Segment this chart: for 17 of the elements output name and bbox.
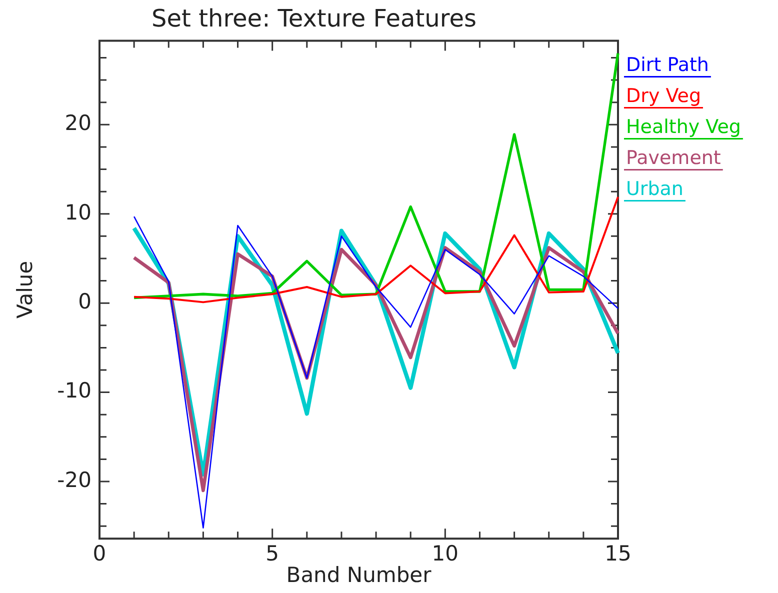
- y-tick-label: 20: [64, 111, 92, 136]
- chart-title: Set three: Texture Features: [152, 4, 476, 33]
- text: Dirt Path: [626, 54, 709, 76]
- text: Urban: [626, 178, 684, 200]
- x-tick-label: 5: [266, 542, 280, 566]
- y-tick-label: 10: [64, 200, 92, 224]
- x-tick-label: 10: [432, 542, 459, 566]
- text: Pavement: [626, 146, 721, 169]
- text: Dry Veg: [626, 84, 701, 107]
- x-tick-label: 15: [604, 542, 632, 566]
- y-tick-label: 0: [78, 290, 92, 314]
- text: -20: [57, 468, 92, 492]
- x-tick-label: 0: [92, 542, 106, 566]
- x-axis-title: Band Number: [286, 562, 432, 587]
- y-axis-title: Value: [13, 260, 38, 319]
- series-label: Healthy Veg: [626, 116, 741, 138]
- y-tick-label: -10: [57, 378, 92, 403]
